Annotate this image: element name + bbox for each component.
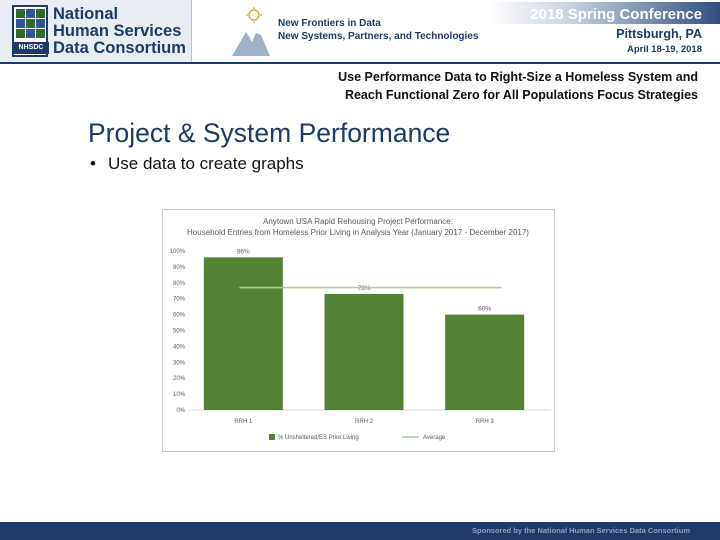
y-tick-label: 80% xyxy=(173,281,186,287)
y-tick-label: 20% xyxy=(173,376,186,382)
bar-data-label: 73% xyxy=(357,285,370,292)
y-tick-label: 60% xyxy=(173,313,186,319)
conference-title: 2018 Spring Conference xyxy=(530,6,702,23)
y-tick-label: 10% xyxy=(173,392,186,398)
chart-bar xyxy=(445,314,525,410)
conference-dates: April 18-19, 2018 xyxy=(627,44,702,55)
performance-chart: Anytown USA Rapid Rehousing Project Perf… xyxy=(162,209,555,452)
x-category-label: RRH 2 xyxy=(355,419,374,425)
org-name-line2: Human Services xyxy=(53,22,182,40)
conference-theme: New Frontiers in Data xyxy=(278,18,381,29)
legend-label-line: Average xyxy=(423,435,446,441)
mountain-icon xyxy=(232,7,270,56)
slide-subtitle: Use Performance Data to Right-Size a Hom… xyxy=(338,70,698,102)
legend-swatch-bars xyxy=(269,434,275,440)
conference-title-bar: 2018 Spring Conference xyxy=(488,2,720,24)
conference-subtheme: New Systems, Partners, and Technologies xyxy=(278,31,479,42)
footer-bar: Sponsored by the National Human Services… xyxy=(0,522,720,540)
chart-title: Household Entries from Homeless Prior Li… xyxy=(187,228,529,237)
y-tick-label: 70% xyxy=(173,297,186,303)
conference-city: Pittsburgh, PA xyxy=(616,27,702,41)
chart-bar xyxy=(324,293,404,410)
chart-canvas: Anytown USA Rapid Rehousing Project Perf… xyxy=(170,217,551,441)
logo-grid-icon: NHSDC xyxy=(12,5,49,57)
org-name-line1: National xyxy=(53,5,119,23)
y-tick-label: 0% xyxy=(176,408,185,414)
bar-data-label: 96% xyxy=(237,248,250,255)
nhsdc-logo: NHSDC National Human Services Data Conso… xyxy=(0,0,192,62)
footer-sponsor-text: Sponsored by the National Human Services… xyxy=(472,526,690,535)
y-tick-label: 40% xyxy=(173,344,186,350)
y-tick-label: 90% xyxy=(173,265,186,271)
bullet-icon: • xyxy=(90,154,96,173)
y-tick-label: 30% xyxy=(173,360,186,366)
x-category-label: RRH 3 xyxy=(476,419,495,425)
slide-title: Project & System Performance xyxy=(88,118,451,148)
chart-title: Anytown USA Rapid Rehousing Project Perf… xyxy=(263,217,453,226)
bullet-item: • Use data to create graphs xyxy=(90,154,304,174)
conference-info: 2018 Spring Conference Pittsburgh, PA Ap… xyxy=(488,0,720,62)
legend-label-bars: % Unsheltered/ES Prior Living xyxy=(278,435,359,441)
y-tick-label: 100% xyxy=(170,249,186,255)
y-tick-label: 50% xyxy=(173,329,186,335)
org-name-line3: Data Consortium xyxy=(53,39,186,57)
x-category-label: RRH 1 xyxy=(234,419,253,425)
chart-bar xyxy=(203,257,283,410)
conference-banner: NHSDC National Human Services Data Conso… xyxy=(0,0,720,64)
bar-data-label: 60% xyxy=(478,306,491,313)
conference-theme-block: New Frontiers in Data New Systems, Partn… xyxy=(200,0,500,62)
logo-tag: NHSDC xyxy=(13,42,49,54)
bullet-text: Use data to create graphs xyxy=(108,154,304,173)
